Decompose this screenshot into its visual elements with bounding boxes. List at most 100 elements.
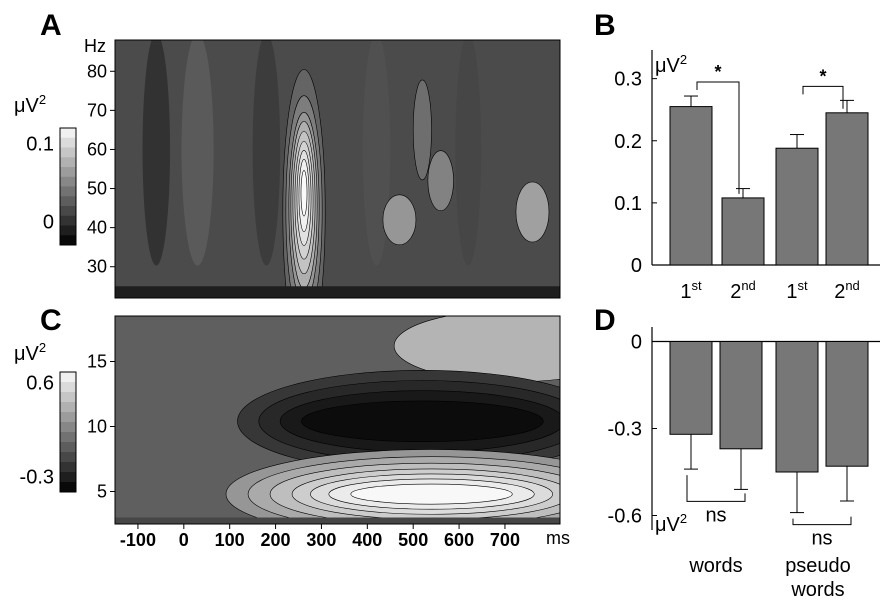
colorbar-c: μV2 0.6 -0.3 bbox=[14, 340, 77, 493]
axis-b-tick-label: 0.1 bbox=[614, 193, 642, 215]
significance-bracket-d bbox=[686, 475, 746, 502]
bar-b-category-label: 2nd bbox=[730, 278, 756, 303]
colorbar-a-step bbox=[60, 167, 76, 178]
colorbar-a-step bbox=[60, 235, 76, 246]
panel-c: 5 10 15 -100 0 100 200 300 400 500 600 700 ms μV2 0.… bbox=[14, 315, 570, 551]
colorbar-c-step bbox=[60, 372, 76, 383]
axis-a-tick-label: 40 bbox=[87, 218, 107, 238]
axis-c-ticks: 5 10 15 -100 0 100 200 300 400 500 600 700 bbox=[87, 352, 520, 551]
axis-c-tick-label: 200 bbox=[261, 530, 291, 550]
axis-c-tick-label: 400 bbox=[352, 530, 382, 550]
heatmap-a-frame bbox=[114, 39, 561, 299]
colorbar-c-step bbox=[60, 382, 76, 393]
significance-label-d: ns bbox=[811, 528, 832, 550]
heatmap-a-band bbox=[455, 40, 482, 266]
heatmap-a-contour bbox=[412, 79, 432, 181]
axis-a-tick-label: 80 bbox=[87, 61, 107, 81]
colorbar-c-step bbox=[60, 392, 76, 403]
heatmap-a-contour bbox=[427, 150, 454, 212]
heatmap-a-bottom-band bbox=[115, 286, 560, 298]
significance-label-b: * bbox=[714, 62, 721, 82]
bar-d bbox=[719, 341, 763, 450]
axis-a-unit: Hz bbox=[84, 36, 106, 56]
bar-b bbox=[775, 147, 819, 266]
colorbar-a-step bbox=[60, 215, 76, 226]
bar-b bbox=[721, 197, 765, 266]
significance-label-b: * bbox=[819, 66, 826, 86]
axis-c-tick-label: 700 bbox=[490, 530, 520, 550]
bar-b-category-label: 1st bbox=[786, 278, 808, 303]
colorbar-a-step bbox=[60, 196, 76, 207]
axis-c-tick-label: 0 bbox=[179, 530, 189, 550]
heatmap-a-contour bbox=[515, 181, 550, 243]
axis-b-tick-label: 0.2 bbox=[614, 131, 642, 153]
group-label-words: words bbox=[688, 555, 742, 577]
heatmap-c-contour bbox=[350, 483, 513, 505]
heatmap-a-contour bbox=[382, 194, 417, 246]
colorbar-a-frame bbox=[59, 127, 77, 246]
significance-bracket-d bbox=[792, 516, 852, 526]
colorbar-c-tick-label: 0.6 bbox=[26, 372, 54, 394]
colorbar-a-tick-label: 0.1 bbox=[26, 134, 54, 156]
significance-bracket-b bbox=[696, 81, 740, 194]
significance-bracket-b bbox=[802, 85, 844, 109]
axis-c-tick-label: 300 bbox=[306, 530, 336, 550]
axis-c-tick-label: 15 bbox=[87, 352, 107, 372]
axis-a-tick-label: 60 bbox=[87, 139, 107, 159]
axis-c-tick-label: -100 bbox=[120, 530, 156, 550]
axis-c-tick-label: 100 bbox=[215, 530, 245, 550]
colorbar-a-step bbox=[60, 186, 76, 197]
colorbar-a-step bbox=[60, 157, 76, 168]
heatmap-a-band bbox=[142, 40, 171, 266]
axis-c-unit: ms bbox=[546, 528, 570, 548]
group-label-pseudo-words: words bbox=[790, 579, 844, 601]
colorbar-c-step bbox=[60, 432, 76, 443]
colorbar-c-step bbox=[60, 472, 76, 483]
bar-d bbox=[825, 341, 869, 467]
heatmap-a-band bbox=[181, 40, 214, 266]
panel-label-d: D bbox=[594, 304, 616, 337]
axis-d-unit: μV2 bbox=[655, 511, 687, 536]
axis-d-tick-label: -0.6 bbox=[608, 506, 642, 528]
axis-b-tick-label: 0.3 bbox=[614, 69, 642, 91]
colorbar-c-step bbox=[60, 452, 76, 463]
bar-b bbox=[825, 112, 869, 266]
colorbar-a-step bbox=[60, 147, 76, 158]
axis-c-tick-label: 10 bbox=[87, 417, 107, 437]
heatmap-a-contour bbox=[300, 170, 308, 217]
heatmap-c-contours bbox=[115, 316, 560, 524]
colorbar-a-step bbox=[60, 137, 76, 148]
panel-label-b: B bbox=[594, 9, 616, 42]
colorbar-a-step bbox=[60, 225, 76, 236]
colorbar-a-tick-label: 0 bbox=[43, 212, 54, 234]
panel-label-c: C bbox=[40, 304, 62, 337]
colorbar-c-step bbox=[60, 482, 76, 493]
colorbar-c-tick-label: -0.3 bbox=[20, 466, 54, 488]
panel-b-bar-chart: μV2 0 0.1 0.2 0.3 1st 2nd 1st 2nd * * bbox=[614, 50, 880, 303]
colorbar-c-step bbox=[60, 422, 76, 433]
axis-a-tick-label: 30 bbox=[87, 257, 107, 277]
colorbar-c-step bbox=[60, 462, 76, 473]
axis-c-tick-label: 5 bbox=[97, 482, 107, 502]
axis-d-tick-label: 0 bbox=[631, 332, 642, 354]
axis-a-tick-label: 70 bbox=[87, 100, 107, 120]
colorbar-a-unit: μV2 bbox=[14, 92, 46, 117]
heatmap-c-contour bbox=[301, 400, 544, 442]
bar-d bbox=[775, 341, 819, 473]
axis-b-tick-label: 0 bbox=[631, 255, 642, 277]
heatmap-a-contours bbox=[115, 40, 560, 298]
axis-a-tick-label: 50 bbox=[87, 179, 107, 199]
group-label-pseudo: pseudo bbox=[785, 555, 851, 577]
bar-b-category-label: 2nd bbox=[834, 278, 860, 303]
colorbar-a-step bbox=[60, 176, 76, 187]
bar-b bbox=[669, 106, 713, 266]
panel-a: Hz 30 40 50 60 70 80 μV2 0.1 0 bbox=[14, 36, 561, 299]
colorbar-a-step bbox=[60, 128, 76, 139]
bar-b-category-label: 1st bbox=[680, 278, 702, 303]
axis-b-unit: μV2 bbox=[655, 52, 687, 77]
colorbar-c-unit: μV2 bbox=[14, 340, 46, 365]
heatmap-c-bottom-band bbox=[115, 517, 560, 524]
axis-c-tick-label: 600 bbox=[444, 530, 474, 550]
axis-c-tick-label: 500 bbox=[398, 530, 428, 550]
